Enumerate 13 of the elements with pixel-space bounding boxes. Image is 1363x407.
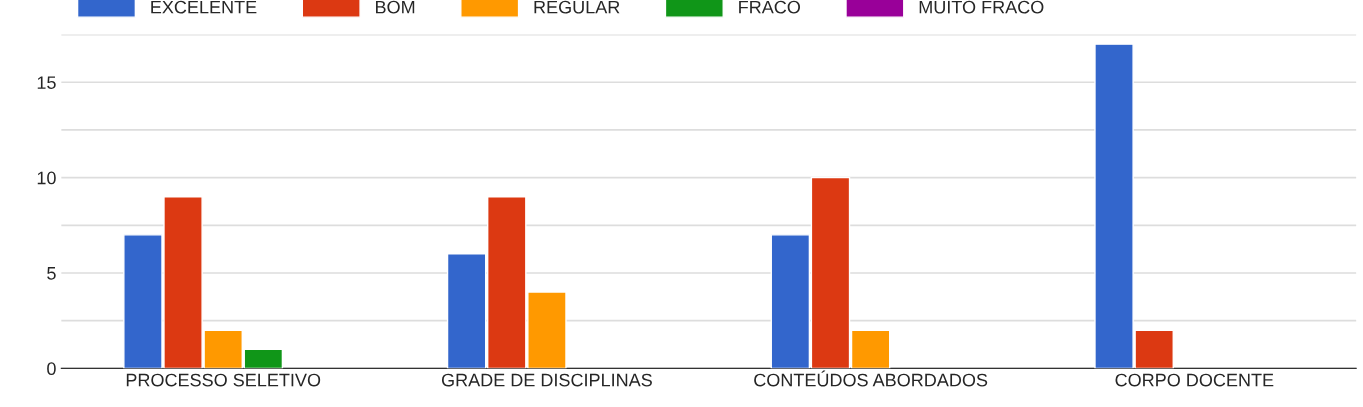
y-tick-label: 15 xyxy=(37,76,56,89)
x-tick-label: CONTEÚDOS ABORDADOS xyxy=(754,370,988,387)
y-tick-label: 0 xyxy=(47,362,56,376)
legend-label: FRACO xyxy=(739,0,800,14)
x-tick-label: GRADE DE DISCIPLINAS xyxy=(441,373,652,387)
legend-label: BOM xyxy=(376,0,415,14)
legend-label: REGULAR xyxy=(534,0,620,14)
y-tick-label: 10 xyxy=(37,171,56,185)
x-tick-label: PROCESSO SELETIVO xyxy=(126,373,321,387)
legend-label: EXCELENTE xyxy=(151,0,257,14)
y-tick-label: 5 xyxy=(47,267,56,280)
x-tick-label: CORPO DOCENTE xyxy=(1115,373,1274,387)
legend-label: MUITO FRACO xyxy=(919,0,1044,14)
